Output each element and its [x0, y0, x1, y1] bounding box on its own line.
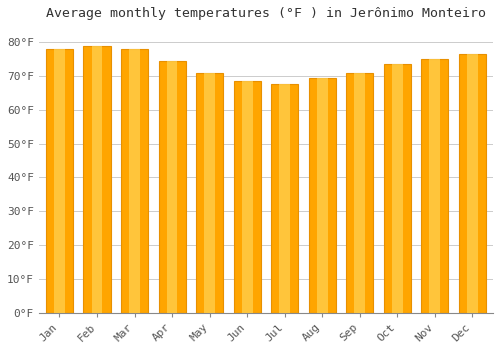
Bar: [242, 81, 252, 313]
Bar: [280, 84, 290, 313]
Bar: [196, 72, 223, 313]
Bar: [158, 61, 186, 313]
Bar: [46, 49, 73, 313]
Bar: [308, 78, 336, 313]
Bar: [354, 72, 365, 313]
Bar: [204, 72, 215, 313]
Bar: [54, 49, 65, 313]
Bar: [317, 78, 328, 313]
Bar: [129, 49, 140, 313]
Title: Average monthly temperatures (°F ) in Jerônimo Monteiro: Average monthly temperatures (°F ) in Je…: [46, 7, 486, 20]
Bar: [467, 54, 478, 313]
Bar: [459, 54, 486, 313]
Bar: [121, 49, 148, 313]
Bar: [271, 84, 298, 313]
Bar: [384, 64, 411, 313]
Bar: [92, 46, 102, 313]
Bar: [84, 46, 110, 313]
Bar: [422, 59, 448, 313]
Bar: [346, 72, 374, 313]
Bar: [166, 61, 177, 313]
Bar: [392, 64, 402, 313]
Bar: [430, 59, 440, 313]
Bar: [234, 81, 260, 313]
